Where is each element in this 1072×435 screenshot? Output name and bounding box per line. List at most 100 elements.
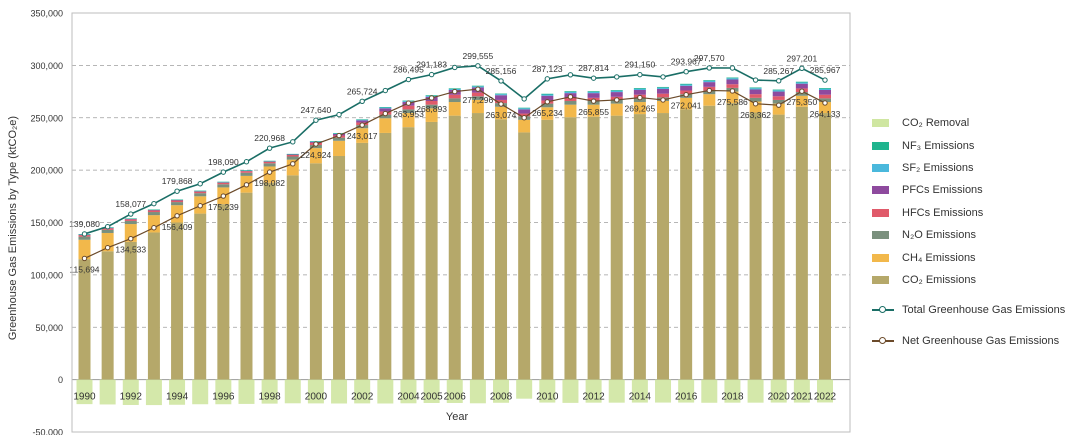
total-ghg-point <box>151 200 157 207</box>
bar-segment-n₂o <box>402 109 415 114</box>
co2-removal-bar <box>192 379 209 405</box>
bar-segment-sf₂ <box>703 80 716 83</box>
x-tick-label: 2004 <box>397 392 420 403</box>
data-labels: 139,080 158,077 179,868 198,090 220,968 247,6… <box>69 51 840 275</box>
y-tick-label: 100,000 <box>30 270 63 280</box>
total-ghg-point <box>128 211 134 217</box>
co2-removal-bar <box>562 379 579 403</box>
total-ghg-point <box>104 223 111 230</box>
bar-segment-sf₂ <box>657 87 670 89</box>
bar-segment-ch₄ <box>564 104 577 118</box>
total-ghg-point <box>336 111 342 118</box>
legend-swatch <box>872 231 889 240</box>
total-data-label: 158,077 <box>115 199 146 209</box>
legend-label: Net Greenhouse Gas Emissions <box>902 334 1060 347</box>
total-data-label: 179,868 <box>162 176 193 186</box>
legend-item-co2: CO₂ Emissions <box>872 269 1068 291</box>
legend-item-hfcs: HFCs Emissions <box>872 202 1068 224</box>
co2-removal-bar <box>585 379 602 403</box>
co2-removal-bar <box>724 379 741 403</box>
co2-removal-bar <box>377 379 394 404</box>
net-ghg-point <box>290 161 296 167</box>
bar-segment-pfcs <box>518 109 531 114</box>
legend-swatch <box>872 275 889 284</box>
co2-removal-bar <box>76 379 93 405</box>
legend-label: CH₄ Emissions <box>902 251 976 264</box>
legend-swatch <box>872 208 889 217</box>
y-tick-label: 0 <box>58 375 63 385</box>
bar-segment-sf₂ <box>633 88 646 90</box>
bar-segment-co₂ <box>194 213 207 380</box>
bar-segment-pfcs <box>726 79 739 85</box>
co2-removal-bar <box>655 379 672 403</box>
bar-segment-sf₂ <box>749 88 762 90</box>
bar-segment-co₂ <box>101 251 114 380</box>
x-tick-label: 2002 <box>351 392 374 403</box>
bar-segment-hfcs <box>147 210 160 213</box>
net-ghg-point <box>614 97 620 103</box>
net-ghg-point <box>151 225 157 231</box>
bar-segment-n₂o <box>471 96 484 100</box>
total-data-label: 285,967 <box>810 65 841 75</box>
total-data-label: 220,968 <box>254 133 285 143</box>
bar-segment-co₂ <box>240 192 253 380</box>
y-tick-label: 350,000 <box>30 9 63 19</box>
bar-segment-n₂o <box>171 202 184 206</box>
bar-segment-pfcs <box>124 218 137 220</box>
legend-line-marker <box>872 304 894 316</box>
bar-segment-co₂ <box>703 105 716 380</box>
bar-segment-sf₂ <box>610 90 623 93</box>
co2-removal-bar <box>331 379 348 404</box>
total-ghg-point <box>243 159 250 165</box>
bar-segment-ch₄ <box>795 95 808 107</box>
total-ghg-point <box>706 65 712 71</box>
bar-segment-nf₃ <box>147 209 160 211</box>
co2-removal-bar <box>215 379 232 405</box>
bar-segment-sf₂ <box>495 94 508 96</box>
bar-segment-ch₄ <box>610 103 623 116</box>
bar-segment-nf₃ <box>379 107 392 108</box>
bar-segment-nf₃ <box>124 218 137 219</box>
total-ghg-point <box>382 87 389 94</box>
bar-segment-co₂ <box>286 175 299 380</box>
net-ghg-point <box>776 102 782 108</box>
bar-segment-co₂ <box>333 155 346 380</box>
x-tick-label: 2018 <box>721 392 744 403</box>
total-data-label: 291,183 <box>416 60 447 70</box>
bar-segment-nf₃ <box>518 107 531 109</box>
bar-segment-nf₃ <box>633 88 646 89</box>
bar-segment-sf₂ <box>795 82 808 84</box>
net-ghg-point <box>590 98 597 104</box>
co2-removal-bar <box>747 379 764 403</box>
bar-segment-pfcs <box>286 154 299 155</box>
x-tick-label: 2022 <box>814 392 837 403</box>
legend-label: NF₃ Emissions <box>902 139 975 152</box>
co2-removal-bar <box>238 379 255 404</box>
legend-item-total-ghg: Total Greenhouse Gas Emissions <box>872 299 1068 321</box>
net-data-label: 134,533 <box>115 245 146 255</box>
net-data-label: 269,265 <box>625 104 656 114</box>
total-data-label: 265,724 <box>347 86 378 96</box>
net-ghg-point <box>521 115 527 121</box>
net-data-label: 265,855 <box>578 107 609 117</box>
co2-removal-bar <box>122 379 139 405</box>
legend-label: HFCs Emissions <box>902 206 984 219</box>
bar-segment-ch₄ <box>333 140 346 156</box>
bar-segment-co₂ <box>726 103 739 380</box>
co2-removal-bar <box>423 379 440 403</box>
bar-segment-ch₄ <box>749 101 762 113</box>
bar-segment-n₂o <box>772 99 785 104</box>
bar-segment-sf₂ <box>680 84 693 86</box>
total-data-label: 198,090 <box>208 157 239 167</box>
co2-removal-bar <box>354 379 371 404</box>
bar-segment-pfcs <box>795 83 808 89</box>
y-tick-label: 200,000 <box>30 166 63 176</box>
bar-segment-nf₃ <box>356 119 369 120</box>
bar-segment-pfcs <box>171 199 184 201</box>
total-ghg-point <box>266 145 273 151</box>
bar-segment-hfcs <box>286 154 299 157</box>
y-tick-label: 300,000 <box>30 61 63 71</box>
total-ghg-point <box>567 72 574 78</box>
chart-legend: CO₂ Removal NF₃ Emissions SF₂ Emissions … <box>872 112 1068 352</box>
